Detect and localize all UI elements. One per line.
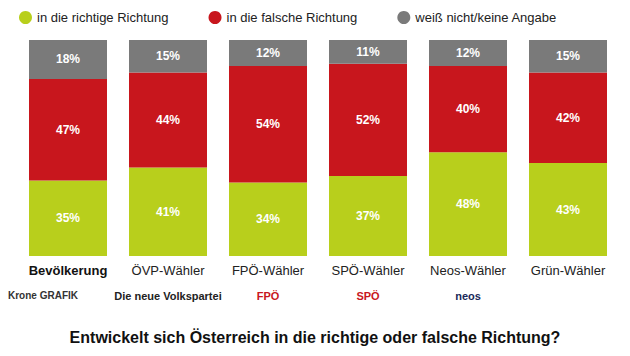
svg-text:Entwickelt sich Österreich in: Entwickelt sich Österreich in die richti…: [70, 328, 561, 346]
svg-text:52%: 52%: [356, 113, 380, 127]
svg-text:42%: 42%: [556, 111, 580, 125]
svg-text:in die richtige Richtung: in die richtige Richtung: [37, 10, 169, 25]
svg-text:40%: 40%: [456, 102, 480, 116]
svg-text:SPÖ-Wähler: SPÖ-Wähler: [332, 263, 406, 278]
svg-text:neos: neos: [455, 290, 481, 302]
svg-text:18%: 18%: [56, 52, 80, 66]
svg-text:41%: 41%: [156, 205, 180, 219]
svg-text:54%: 54%: [256, 117, 280, 131]
svg-text:37%: 37%: [356, 209, 380, 223]
svg-text:weiß nicht/keine Angabe: weiß nicht/keine Angabe: [414, 10, 556, 25]
svg-text:12%: 12%: [456, 46, 480, 60]
svg-text:Neos-Wähler: Neos-Wähler: [430, 263, 507, 278]
svg-text:Krone GRAFIK: Krone GRAFIK: [8, 290, 79, 301]
svg-text:Bevölkerung: Bevölkerung: [29, 263, 108, 278]
svg-text:FPÖ: FPÖ: [257, 290, 280, 302]
svg-text:47%: 47%: [56, 123, 80, 137]
svg-text:15%: 15%: [156, 49, 180, 63]
svg-text:FPÖ-Wähler: FPÖ-Wähler: [232, 263, 305, 278]
svg-text:43%: 43%: [556, 203, 580, 217]
svg-text:15%: 15%: [556, 49, 580, 63]
svg-text:in die falsche Richtung: in die falsche Richtung: [227, 10, 358, 25]
svg-text:34%: 34%: [256, 212, 280, 226]
svg-text:35%: 35%: [56, 211, 80, 225]
svg-text:Grün-Wähler: Grün-Wähler: [531, 263, 606, 278]
svg-text:ÖVP-Wähler: ÖVP-Wähler: [132, 263, 206, 278]
svg-text:Die neue Volkspartei: Die neue Volkspartei: [114, 290, 221, 302]
svg-text:11%: 11%: [356, 45, 380, 59]
svg-text:SPÖ: SPÖ: [356, 290, 380, 302]
svg-text:44%: 44%: [156, 113, 180, 127]
svg-text:48%: 48%: [456, 197, 480, 211]
svg-text:12%: 12%: [256, 46, 280, 60]
